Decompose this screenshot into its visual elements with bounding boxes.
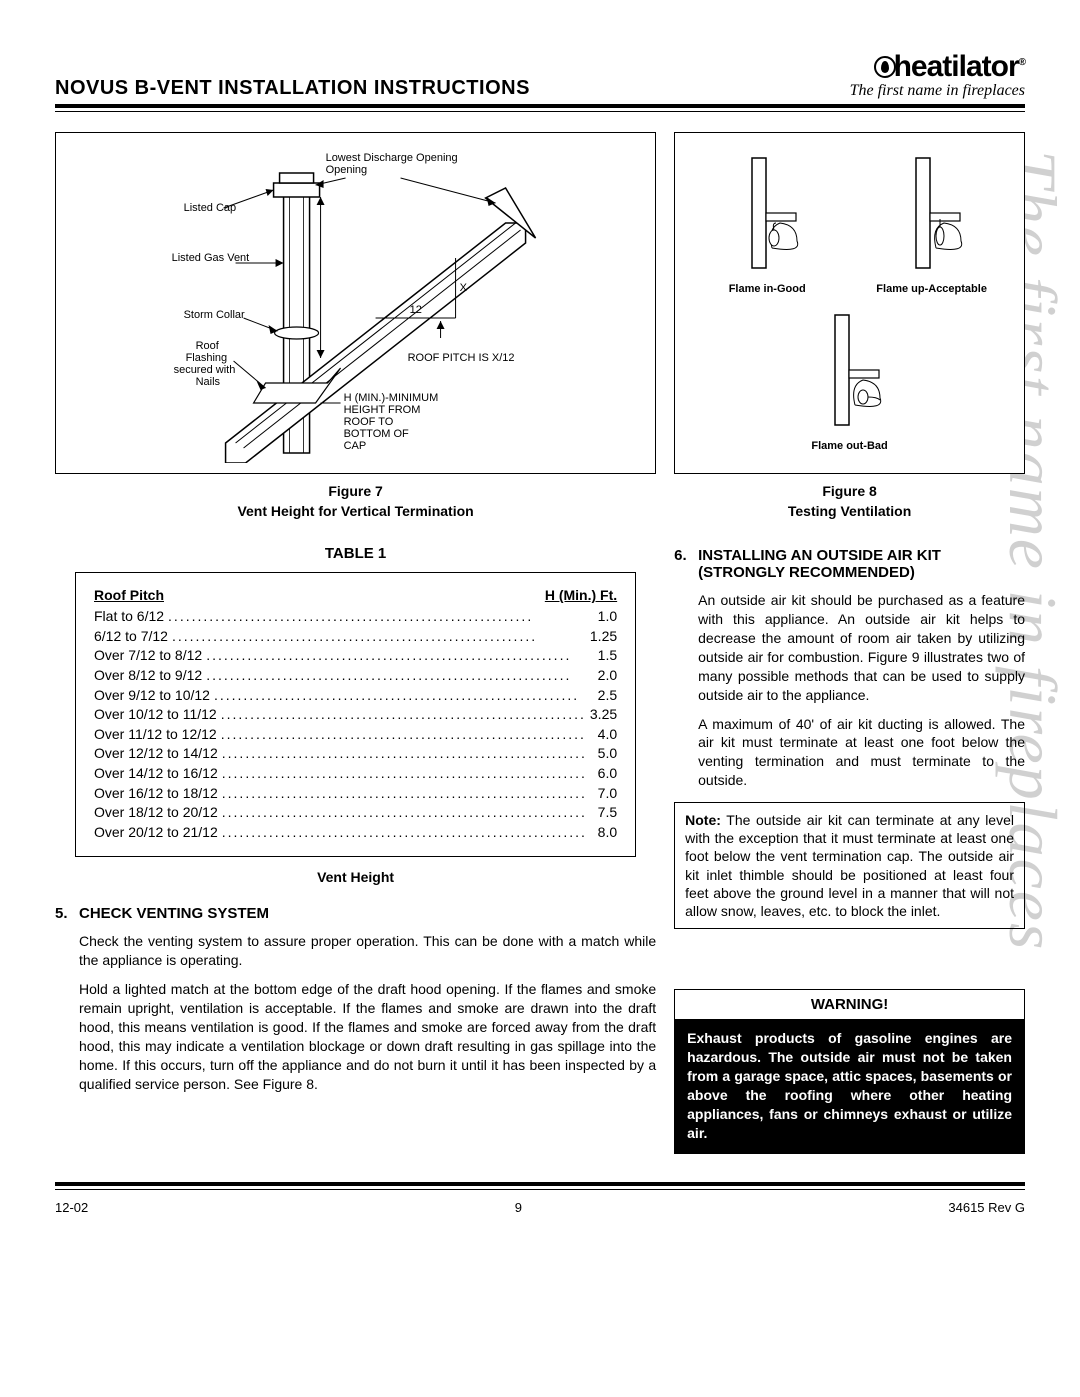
figure-7-caption: Figure 7 Vent Height for Vertical Termin… xyxy=(55,482,656,521)
table-1-sub: Vent Height xyxy=(55,869,656,885)
header-title: NOVUS B-VENT INSTALLATION INSTRUCTIONS xyxy=(55,77,530,100)
table-col-pitch: Roof Pitch xyxy=(94,587,164,603)
table-row: Flat to 6/12 1.0 xyxy=(94,607,617,627)
table-row: Over 9/12 to 10/12 2.5 xyxy=(94,686,617,706)
svg-text:CAP: CAP xyxy=(344,440,367,452)
table-row: Over 12/12 to 14/12 5.0 xyxy=(94,744,617,764)
note-box: Note: The outside air kit can terminate … xyxy=(674,802,1025,929)
figure-8-panel-bad: Flame out-Bad xyxy=(795,310,905,452)
table-1: Roof Pitch H (Min.) Ft. Flat to 6/12 1.0… xyxy=(75,572,636,857)
section-6-heading: 6. INSTALLING AN OUTSIDE AIR KIT (STRONG… xyxy=(674,547,1025,581)
table-row: Over 8/12 to 9/12 2.0 xyxy=(94,666,617,686)
svg-text:Listed Gas Vent: Listed Gas Vent xyxy=(172,252,250,264)
table-row: Over 20/12 to 21/12 8.0 xyxy=(94,823,617,843)
section-5-p2: Hold a lighted match at the bottom edge … xyxy=(79,980,656,1093)
page-footer: 12-02 9 34615 Rev G xyxy=(55,1182,1025,1215)
warning-box: WARNING! Exhaust products of gasoline en… xyxy=(674,989,1025,1153)
section-6-p1: An outside air kit should be purchased a… xyxy=(698,591,1025,704)
footer-page: 9 xyxy=(515,1200,522,1215)
svg-text:Listed Cap: Listed Cap xyxy=(184,202,237,214)
figure-8-panel-acceptable: Flame up-Acceptable xyxy=(876,153,987,295)
svg-text:X: X xyxy=(460,282,468,294)
svg-text:H (MIN.)-MINIMUM: H (MIN.)-MINIMUM xyxy=(344,392,439,404)
table-row: 6/12 to 7/12 1.25 xyxy=(94,627,617,647)
svg-text:Storm Collar: Storm Collar xyxy=(184,309,245,321)
figure-8-panel-good: Flame in-Good xyxy=(712,153,822,295)
table-1-title: TABLE 1 xyxy=(55,545,656,562)
footer-rev: 34615 Rev G xyxy=(948,1200,1025,1215)
svg-text:Nails: Nails xyxy=(196,376,221,388)
right-column: Flame in-Good Flame up-Acceptable xyxy=(674,132,1025,1154)
flame-icon xyxy=(874,56,896,78)
svg-text:BOTTOM OF: BOTTOM OF xyxy=(344,428,409,440)
logo-tagline: The first name in fireplaces xyxy=(850,82,1025,100)
left-column: X 12 Lowest Discharge Opening Opening Li… xyxy=(55,132,656,1154)
table-row: Over 18/12 to 20/12 7.5 xyxy=(94,803,617,823)
table-row: Over 11/12 to 12/12 4.0 xyxy=(94,725,617,745)
svg-text:12: 12 xyxy=(410,304,422,316)
logo: heatilator® The first name in fireplaces xyxy=(850,50,1025,100)
table-row: Over 14/12 to 16/12 6.0 xyxy=(94,764,617,784)
svg-text:HEIGHT FROM: HEIGHT FROM xyxy=(344,404,421,416)
table-row: Over 7/12 to 8/12 1.5 xyxy=(94,646,617,666)
svg-text:Flashing: Flashing xyxy=(186,352,228,364)
section-6-p2: A maximum of 40' of air kit ducting is a… xyxy=(698,715,1025,791)
section-5-p1: Check the venting system to assure prope… xyxy=(79,932,656,970)
figure-7-diagram: X 12 Lowest Discharge Opening Opening Li… xyxy=(66,143,645,463)
warning-body: Exhaust products of gasoline engines are… xyxy=(675,1019,1024,1152)
table-col-h: H (Min.) Ft. xyxy=(545,587,617,603)
section-5-heading: 5. CHECK VENTING SYSTEM xyxy=(55,905,656,922)
svg-text:Lowest Discharge Opening: Lowest Discharge Opening xyxy=(326,152,458,164)
logo-text: heatilator® xyxy=(850,50,1025,84)
figure-8-box: Flame in-Good Flame up-Acceptable xyxy=(674,132,1025,474)
svg-text:Opening: Opening xyxy=(326,164,368,176)
table-row: Over 16/12 to 18/12 7.0 xyxy=(94,784,617,804)
svg-text:Roof: Roof xyxy=(196,340,220,352)
figure-7-box: X 12 Lowest Discharge Opening Opening Li… xyxy=(55,132,656,474)
warning-title: WARNING! xyxy=(675,990,1024,1019)
footer-date: 12-02 xyxy=(55,1200,88,1215)
svg-text:ROOF PITCH IS X/12: ROOF PITCH IS X/12 xyxy=(408,352,515,364)
svg-text:ROOF TO: ROOF TO xyxy=(344,416,394,428)
figure-8-caption: Figure 8 Testing Ventilation xyxy=(674,482,1025,521)
table-row: Over 10/12 to 11/12 3.25 xyxy=(94,705,617,725)
svg-text:secured with: secured with xyxy=(174,364,236,376)
page-header: NOVUS B-VENT INSTALLATION INSTRUCTIONS h… xyxy=(55,50,1025,108)
